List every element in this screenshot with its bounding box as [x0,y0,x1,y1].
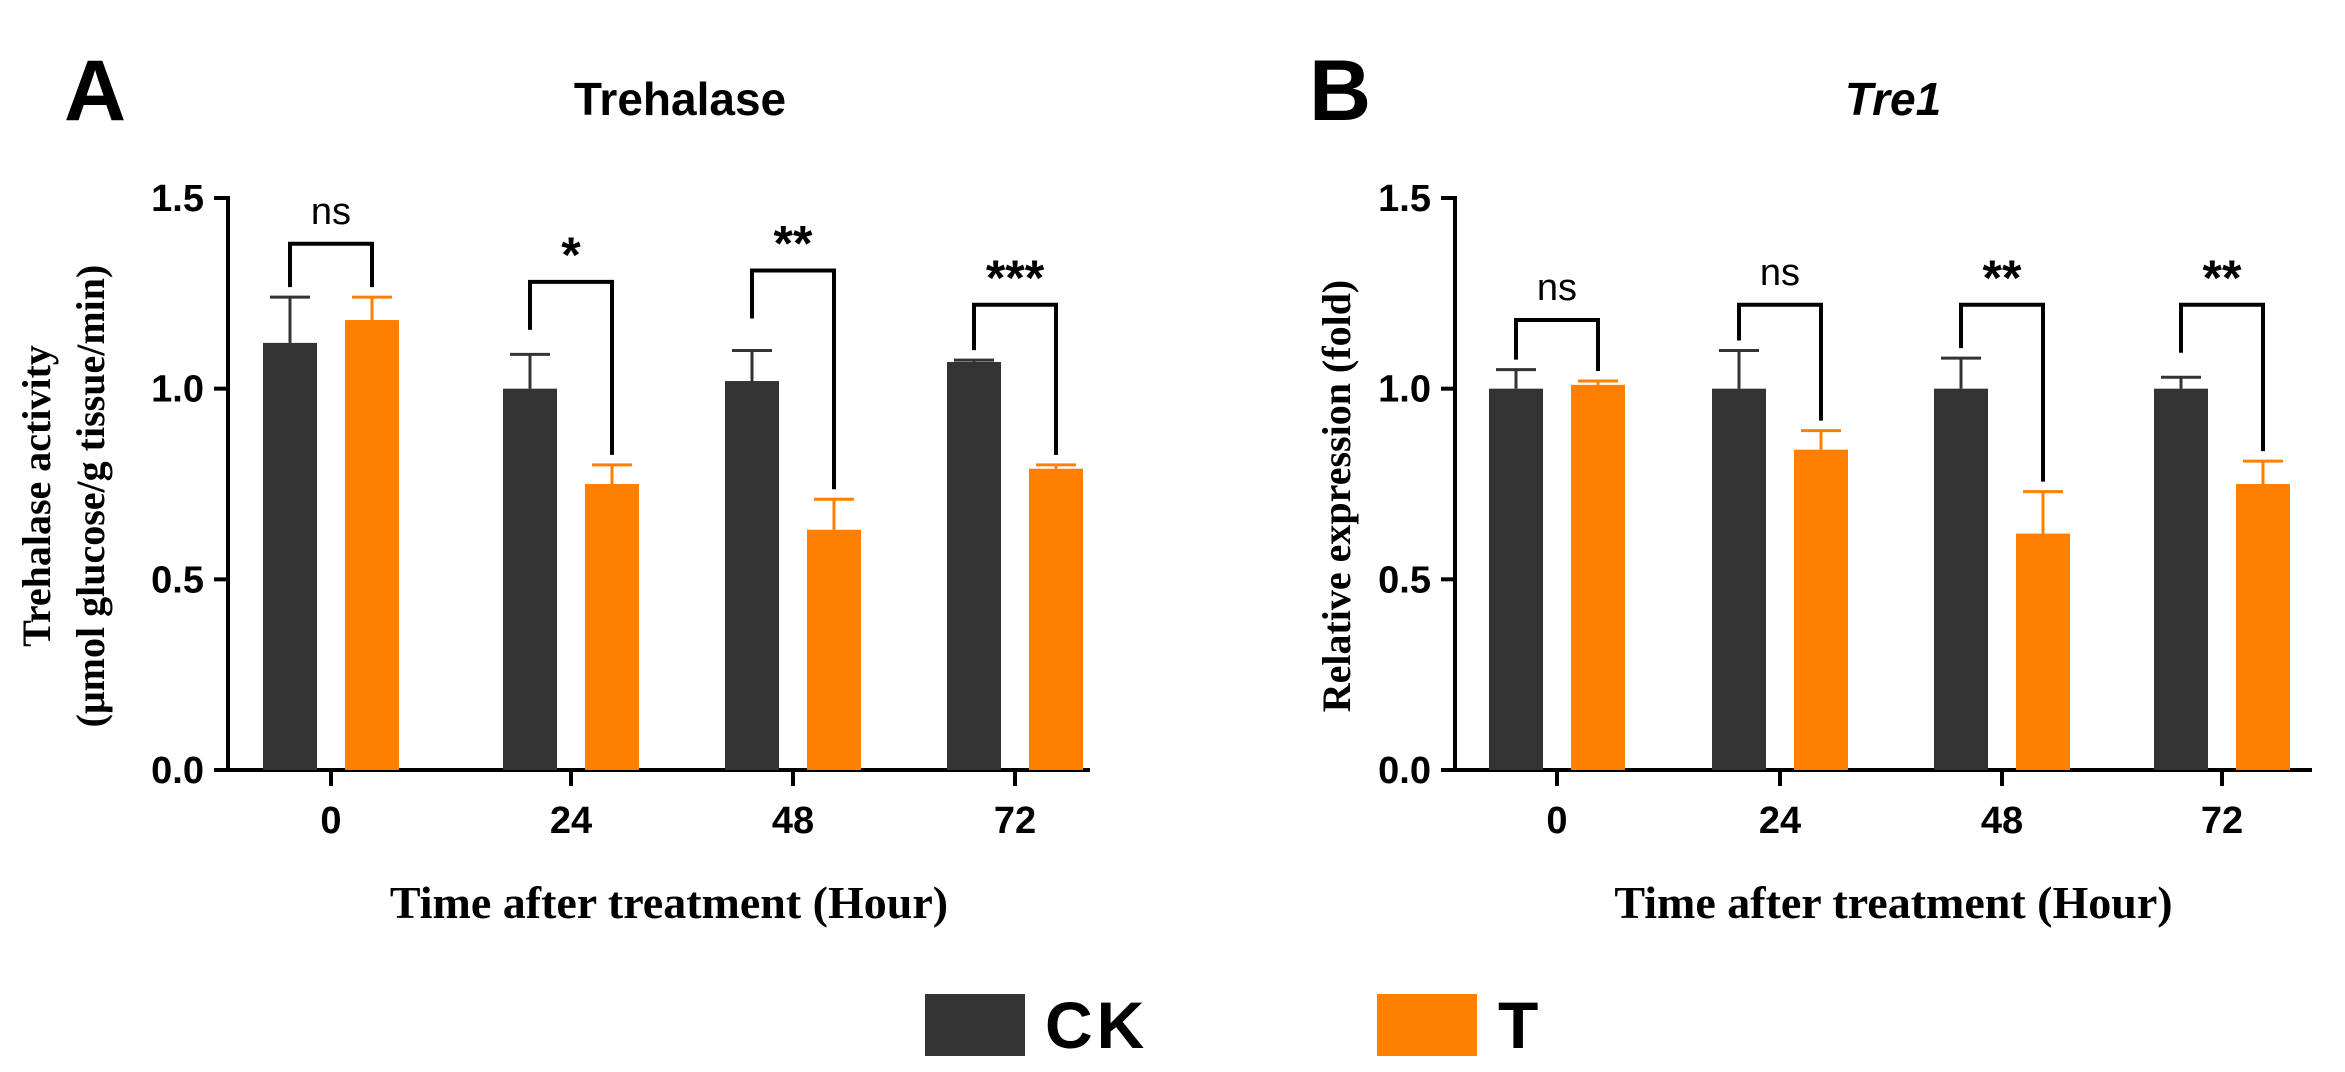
significance-bracket [972,302,1058,455]
panel-label: A [64,43,126,139]
y-axis-label: Relative expression (fold) [1314,280,1359,713]
y-tick-label: 1.5 [1378,178,1431,220]
significance-label: ns [1760,252,1800,294]
y-axis-label: Trehalase activity [14,345,59,647]
bar-group: 24 ns [1712,252,1848,842]
bar-ck [1712,388,1766,770]
bar-group: 0 ns [1489,267,1625,842]
significance-bracket [288,241,374,288]
y-axis-label: (μmol glucose/g tissue/min) [68,265,113,728]
x-tick-label: 24 [1759,800,1801,842]
bar-group: 72 ** [2154,250,2290,842]
legend-swatch-t [1377,994,1477,1056]
bar-ck [725,381,779,770]
y-tick-label: 0.5 [151,559,204,601]
bar-ck [2154,388,2208,770]
panel-label: B [1309,43,1371,139]
significance-label: *** [986,250,1045,306]
bar-t [1571,384,1625,770]
x-tick-label: 48 [1981,800,2023,842]
bar-t [1029,468,1083,770]
bar-group: 48 ** [725,215,861,842]
bar-group: 0 ns [263,191,399,842]
significance-bracket [750,268,836,490]
bar-t [1794,449,1848,770]
significance-label: ** [774,215,813,271]
x-tick-label: 72 [994,800,1036,842]
bar-group: 48 ** [1934,250,2070,842]
bar-ck [1489,388,1543,770]
y-tick-label: 1.0 [1378,369,1431,411]
x-tick-label: 24 [550,800,592,842]
y-tick-label: 0.5 [1378,559,1431,601]
x-tick-label: 0 [320,800,341,842]
x-axis-label: Time after treatment (Hour) [390,877,948,928]
bar-t [345,320,399,770]
significance-label: ** [2203,250,2242,306]
significance-bracket [528,279,614,455]
y-tick-label: 0.0 [151,750,204,792]
significance-label: ** [1983,250,2022,306]
bar-group: 72 *** [947,250,1083,842]
chart-panel-a: A Trehalase 0.0 0.5 1.0 1.5 Trehalase activity… [14,43,1090,928]
x-tick-label: 48 [772,800,814,842]
significance-label: * [561,227,581,283]
legend-label-t: T [1498,988,1542,1062]
significance-bracket [1959,302,2045,482]
legend: CK T [925,988,1542,1062]
bar-ck [503,388,557,770]
bar-ck [263,342,317,770]
significance-label: ns [1537,267,1577,309]
significance-bracket [1737,302,1823,421]
legend-swatch-ck [925,994,1025,1056]
chart-title: Tre1 [1845,73,1941,125]
significance-bracket [2179,302,2265,452]
y-tick-label: 1.0 [151,369,204,411]
bar-t [2236,484,2290,770]
x-tick-label: 0 [1546,800,1567,842]
bar-ck [1934,388,1988,770]
legend-label-ck: CK [1045,988,1148,1062]
bar-t [585,484,639,770]
bar-group: 24 * [503,227,639,842]
significance-label: ns [311,191,351,233]
significance-bracket [1514,318,1600,372]
bar-t [2016,533,2070,770]
bar-ck [947,361,1001,770]
chart-title: Trehalase [574,73,786,125]
y-tick-label: 0.0 [1378,750,1431,792]
chart-panel-b: B Tre1 0.0 0.5 1.0 1.5 Relative expression (fo… [1309,43,2312,928]
y-tick-label: 1.5 [151,178,204,220]
bar-t [807,529,861,770]
x-tick-label: 72 [2201,800,2243,842]
x-axis-label: Time after treatment (Hour) [1614,877,2172,928]
